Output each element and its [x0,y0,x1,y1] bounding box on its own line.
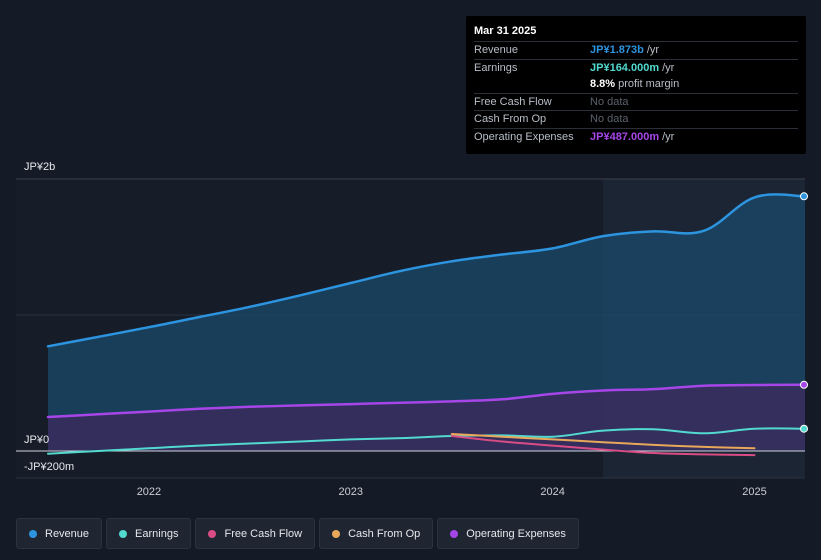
earnings-line [47,427,806,455]
earnings-end-marker [800,424,808,433]
legend-item-free-cash-flow[interactable]: Free Cash Flow [195,518,316,549]
tooltip-row: Free Cash Flow No data [474,92,798,111]
legend-label: Operating Expenses [466,527,566,540]
tooltip-label: Operating Expenses [474,130,574,143]
operating-expenses-area [48,384,805,451]
revenue-end-marker [800,192,808,201]
legend-label: Earnings [135,527,179,540]
x-tick-2024: 2024 [540,486,564,498]
tooltip-unit: /yr [662,130,675,143]
free-cash-flow-line [450,435,756,457]
tooltip-label: Earnings [474,61,518,74]
operating-expenses-line [46,383,807,419]
tooltip-label: Revenue [474,44,519,56]
tooltip-value: 8.8% [590,78,616,90]
y-label-top: JP¥2b [24,161,55,173]
tooltip-label: Cash From Op [474,113,547,125]
x-tick-2025: 2025 [742,486,766,498]
tooltip-value: JP¥487.000m [590,130,660,143]
tooltip-value: No data [590,113,629,125]
legend-label: Free Cash Flow [224,527,303,540]
tooltip-row: Operating Expenses JP¥487.000m/yr [474,127,798,146]
legend-dot-icon [119,529,128,538]
legend-dot-icon [208,529,217,538]
tooltip-label [474,76,590,93]
chart-legend: Revenue Earnings Free Cash Flow Cash From O… [16,518,579,549]
tooltip-row: Cash From Op No data [474,110,798,128]
legend-label: Revenue [45,527,90,540]
legend-dot-icon [332,529,341,538]
data-tooltip: Mar 31 2025 Revenue JP¥1.873b/yr Earnings J… [466,16,806,154]
legend-dot-icon [29,529,37,538]
tooltip-value: No data [590,95,629,108]
y-label-zero: JP¥0 [24,434,49,446]
tooltip-unit: /yr [646,44,660,56]
tooltip-row: 8.8% profit margin [474,76,798,93]
tooltip-unit: /yr [662,61,675,74]
y-label-bottom: -JP¥200m [24,461,74,473]
legend-item-revenue[interactable]: Revenue [16,518,103,549]
cash-from-op-line [450,433,756,450]
tooltip-date: Mar 31 2025 [474,25,537,37]
tooltip-row: Revenue JP¥1.873b/yr [474,41,798,59]
revenue-line [46,193,807,348]
legend-label: Cash From Op [348,527,421,540]
tooltip-label: Free Cash Flow [474,95,552,108]
legend-item-cash-from-op[interactable]: Cash From Op [319,518,434,549]
tooltip-value: JP¥164.000m [590,61,660,74]
tooltip-row: Earnings JP¥164.000m/yr [474,58,798,77]
x-tick-2022: 2022 [137,486,161,498]
legend-item-operating-expenses[interactable]: Operating Expenses [437,518,579,549]
legend-item-earnings[interactable]: Earnings [106,518,192,549]
operating-expenses-end-marker [800,380,808,389]
revenue-area [48,194,805,452]
tooltip-value: JP¥1.873b [590,44,644,56]
legend-dot-icon [450,529,459,538]
financial-chart: JP¥2b JP¥0 -JP¥200m 2022 2023 2024 2025 [16,161,808,498]
tooltip-unit: profit margin [618,78,680,90]
x-tick-2023: 2023 [339,486,363,498]
